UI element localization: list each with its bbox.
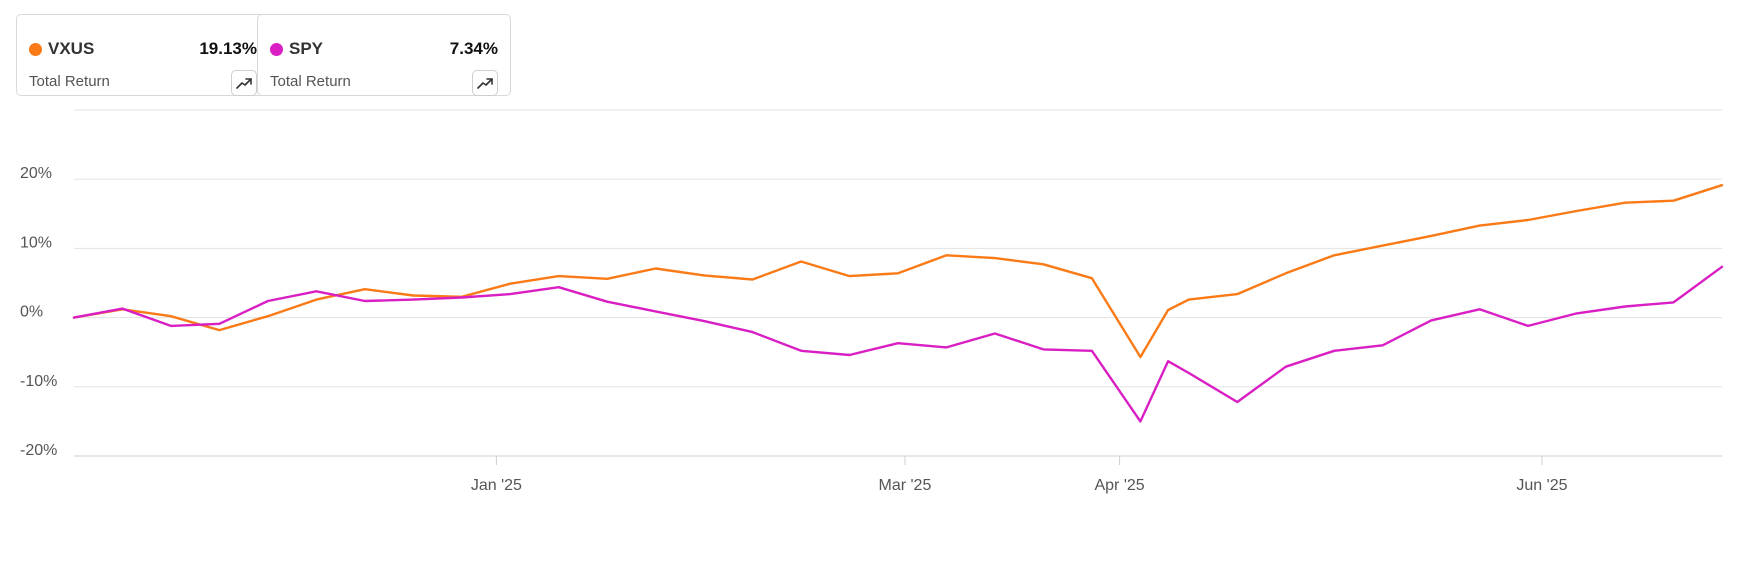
vxus-ticker: VXUS <box>48 39 95 58</box>
trending-up-icon[interactable] <box>231 70 257 96</box>
y-axis: 20% 10% 0% -10% -20% <box>20 165 57 459</box>
x-tick-label: Apr '25 <box>1094 477 1144 494</box>
series-line-vxus[interactable] <box>72 183 1724 359</box>
spy-ticker: SPY <box>289 39 324 58</box>
grid-lines <box>74 109 1722 457</box>
y-tick-label: 20% <box>20 165 52 182</box>
vxus-return-value: 19.13% <box>199 39 257 58</box>
trending-up-icon-glyph <box>236 78 252 89</box>
vxus-color-dot <box>29 43 42 56</box>
spy-return-value: 7.34% <box>449 39 498 58</box>
spy-color-dot <box>270 43 283 56</box>
x-axis: Jan '25 Mar '25 Apr '25 Jun '25 <box>74 455 1722 494</box>
y-tick-label: 10% <box>20 234 52 251</box>
x-tick-label: Jan '25 <box>471 477 522 494</box>
y-tick-label: 0% <box>20 304 43 321</box>
spy-return-label: Total Return <box>270 73 351 90</box>
trending-up-icon-glyph <box>477 78 493 89</box>
trending-up-icon[interactable] <box>472 70 498 96</box>
series-line-spy[interactable] <box>72 265 1724 423</box>
y-tick-label: -20% <box>20 442 57 459</box>
y-tick-label: -10% <box>20 373 57 390</box>
x-tick-label: Mar '25 <box>878 477 931 494</box>
x-tick-label: Jun '25 <box>1516 477 1567 494</box>
vxus-card[interactable]: VXUS 19.13% Total Return <box>16 14 270 96</box>
series-lines <box>72 183 1724 423</box>
vxus-return-label: Total Return <box>29 73 110 90</box>
spy-card[interactable]: SPY 7.34% Total Return <box>257 14 511 96</box>
